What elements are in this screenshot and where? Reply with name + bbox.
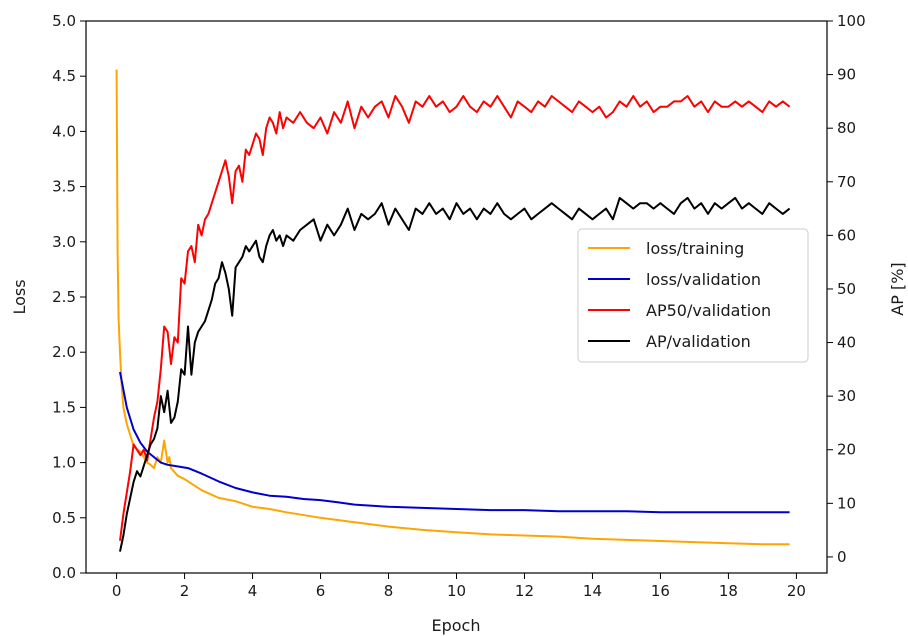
left-y-tick-label: 4.5: [52, 67, 76, 85]
right-y-tick-label: 0: [837, 548, 847, 566]
x-tick-label: 2: [180, 582, 190, 600]
right-y-tick-label: 50: [837, 280, 856, 298]
right-y-tick-label: 40: [837, 334, 856, 352]
x-tick-label: 0: [112, 582, 122, 600]
x-axis-title: Epoch: [432, 616, 481, 635]
right-y-tick-label: 90: [837, 66, 856, 84]
left-y-tick-label: 4.0: [52, 122, 76, 140]
x-tick-label: 14: [583, 582, 602, 600]
series-layer: [115, 69, 791, 552]
left-y-tick-label: 0.0: [52, 564, 76, 582]
left-y-tick-label: 2.5: [52, 288, 76, 306]
x-tick-label: 12: [515, 582, 534, 600]
right-y-axis: 0 10 20 30 40 50 60 70 80 90 100: [827, 12, 866, 566]
right-y-tick-label: 10: [837, 494, 856, 512]
x-axis: 0 2 4 6 8 10 12 14 16 18 20: [112, 573, 806, 600]
left-y-tick-label: 1.0: [52, 454, 76, 472]
legend-label-0: loss/training: [646, 239, 744, 258]
legend: loss/training loss/validation AP50/validat…: [577, 228, 809, 363]
left-y-tick-label: 3.5: [52, 178, 76, 196]
left-y-axis: 0.0 0.5 1.0 1.5 2.0 2.5 3.0 3.5 4.0 4.5 5.0: [52, 12, 86, 582]
right-y-tick-label: 70: [837, 173, 856, 191]
left-y-axis-title: Loss: [10, 279, 29, 314]
x-tick-label: 10: [447, 582, 466, 600]
x-tick-label: 8: [384, 582, 394, 600]
x-tick-label: 4: [248, 582, 258, 600]
x-tick-label: 16: [651, 582, 670, 600]
legend-label-3: AP/validation: [646, 332, 751, 351]
right-y-axis-title: AP [%]: [888, 262, 907, 315]
right-y-tick-label: 80: [837, 119, 856, 137]
x-tick-label: 6: [316, 582, 326, 600]
right-y-tick-label: 60: [837, 226, 856, 244]
right-y-tick-label: 20: [837, 441, 856, 459]
left-y-tick-label: 2.0: [52, 343, 76, 361]
series-line-2: [119, 95, 791, 541]
series-line-1: [119, 371, 790, 514]
right-y-tick-label: 100: [837, 12, 866, 30]
left-y-tick-label: 3.0: [52, 233, 76, 251]
legend-box: [577, 228, 809, 363]
left-y-tick-label: 1.5: [52, 398, 76, 416]
legend-label-2: AP50/validation: [646, 301, 771, 320]
series-line-0: [115, 69, 790, 546]
series-line-3: [119, 196, 791, 552]
right-y-tick-label: 30: [837, 387, 856, 405]
legend-label-1: loss/validation: [646, 270, 761, 289]
x-tick-label: 20: [787, 582, 806, 600]
left-y-tick-label: 5.0: [52, 12, 76, 30]
left-y-tick-label: 0.5: [52, 509, 76, 527]
x-tick-label: 18: [719, 582, 738, 600]
